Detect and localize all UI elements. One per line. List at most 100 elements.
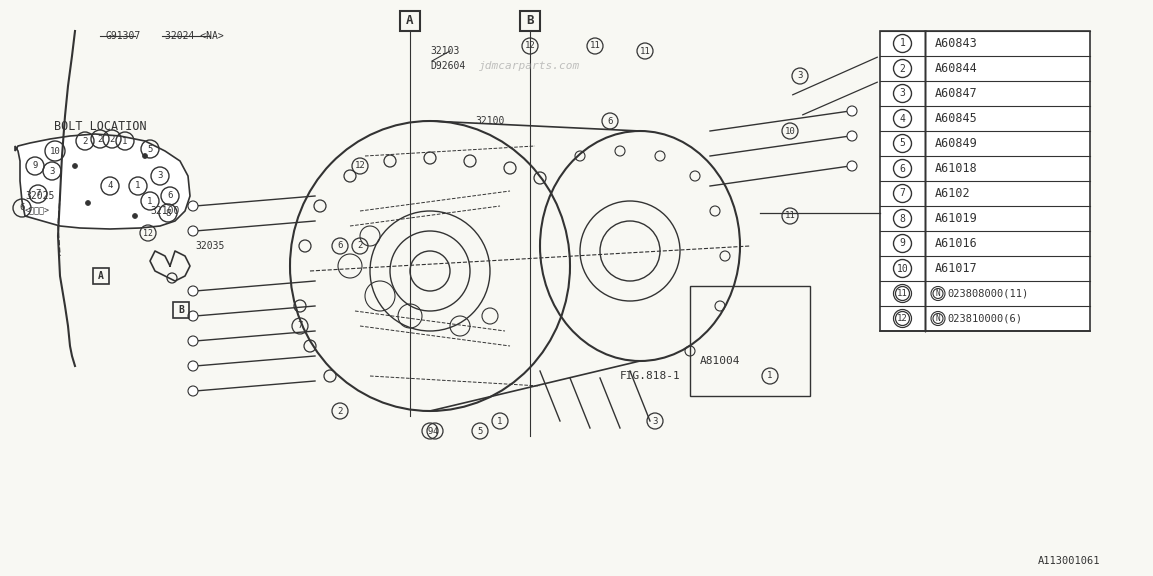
Text: 1: 1 <box>148 196 152 206</box>
Text: 1: 1 <box>122 137 128 146</box>
Text: 6: 6 <box>20 203 24 213</box>
Bar <box>520 11 540 31</box>
Text: A: A <box>98 271 104 281</box>
Text: A60847: A60847 <box>935 87 978 100</box>
Text: 3: 3 <box>50 166 54 176</box>
Text: 2: 2 <box>899 63 905 74</box>
Text: 12: 12 <box>525 41 535 51</box>
Circle shape <box>143 153 148 158</box>
Circle shape <box>188 226 198 236</box>
Text: 32103: 32103 <box>430 46 459 56</box>
Text: 11: 11 <box>785 211 796 221</box>
Text: 9: 9 <box>428 426 432 435</box>
Text: BOLT LOCATION: BOLT LOCATION <box>54 119 146 132</box>
Text: B: B <box>178 305 184 315</box>
Text: A81004: A81004 <box>700 356 740 366</box>
Text: 5: 5 <box>477 426 483 435</box>
Text: 8: 8 <box>899 214 905 223</box>
Text: 7: 7 <box>297 321 303 331</box>
Text: 3: 3 <box>157 172 163 180</box>
Text: 023810000(6): 023810000(6) <box>947 313 1022 324</box>
Text: 11: 11 <box>640 47 650 55</box>
Text: 6: 6 <box>608 116 612 126</box>
Text: 32024 <NA>: 32024 <NA> <box>165 31 224 41</box>
Text: 2: 2 <box>338 407 342 415</box>
Circle shape <box>188 201 198 211</box>
Text: 4: 4 <box>899 113 905 123</box>
Text: N: N <box>936 314 941 323</box>
Circle shape <box>188 286 198 296</box>
Text: FIG.818-1: FIG.818-1 <box>620 371 680 381</box>
Text: A61016: A61016 <box>935 237 978 250</box>
Polygon shape <box>15 134 190 229</box>
Text: 32100: 32100 <box>150 206 180 216</box>
Text: 2: 2 <box>357 241 363 251</box>
Circle shape <box>188 336 198 346</box>
Text: 6: 6 <box>899 164 905 173</box>
Text: B: B <box>526 14 534 28</box>
Text: 1: 1 <box>135 181 141 191</box>
Text: A61018: A61018 <box>935 162 978 175</box>
Text: 1: 1 <box>497 416 503 426</box>
Text: 6: 6 <box>338 241 342 251</box>
Text: G91307: G91307 <box>105 31 141 41</box>
Text: 32100: 32100 <box>475 116 505 126</box>
Bar <box>880 31 1090 331</box>
Text: 1: 1 <box>767 372 773 381</box>
Text: 2: 2 <box>110 135 114 143</box>
Text: D92604: D92604 <box>430 61 466 71</box>
Bar <box>173 302 189 318</box>
Text: 3: 3 <box>653 416 657 426</box>
Text: 9: 9 <box>899 238 905 248</box>
Circle shape <box>73 164 77 169</box>
Text: 10: 10 <box>50 146 60 156</box>
Bar <box>689 286 811 396</box>
Circle shape <box>133 214 137 218</box>
Text: 9: 9 <box>32 161 38 170</box>
Circle shape <box>847 161 857 171</box>
Text: 2: 2 <box>97 135 103 143</box>
Text: 12: 12 <box>897 314 907 323</box>
Text: 4: 4 <box>432 426 438 435</box>
Text: 2: 2 <box>82 137 88 146</box>
Text: 5: 5 <box>899 138 905 149</box>
Text: 8: 8 <box>165 209 171 218</box>
Text: jdmcarparts.com: jdmcarparts.com <box>480 61 581 71</box>
Text: A60844: A60844 <box>935 62 978 75</box>
Text: 10: 10 <box>785 127 796 135</box>
Text: 12: 12 <box>143 229 153 237</box>
Text: 12: 12 <box>355 161 366 170</box>
Text: A60849: A60849 <box>935 137 978 150</box>
Text: A6102: A6102 <box>935 187 971 200</box>
Circle shape <box>847 106 857 116</box>
Bar <box>93 268 110 284</box>
Text: 1: 1 <box>899 39 905 48</box>
Text: 6: 6 <box>167 191 173 200</box>
Text: <ターボ>: <ターボ> <box>25 207 50 215</box>
Text: 32035: 32035 <box>195 241 225 251</box>
Text: A: A <box>406 14 414 28</box>
Text: 3: 3 <box>798 71 802 81</box>
Text: 11: 11 <box>897 289 907 298</box>
Text: A61017: A61017 <box>935 262 978 275</box>
Circle shape <box>188 361 198 371</box>
Text: A61019: A61019 <box>935 212 978 225</box>
Text: A60845: A60845 <box>935 112 978 125</box>
Text: 4: 4 <box>107 181 113 191</box>
Text: N: N <box>936 289 941 298</box>
Circle shape <box>188 386 198 396</box>
Text: 32025: 32025 <box>25 191 54 201</box>
Text: A60843: A60843 <box>935 37 978 50</box>
Text: 5: 5 <box>148 145 152 153</box>
Circle shape <box>847 131 857 141</box>
Text: 023808000(11): 023808000(11) <box>947 289 1028 298</box>
Text: 11: 11 <box>589 41 601 51</box>
Text: 3: 3 <box>899 89 905 98</box>
Text: A113001061: A113001061 <box>1038 556 1100 566</box>
Circle shape <box>85 200 90 206</box>
Text: 10: 10 <box>897 263 909 274</box>
Circle shape <box>188 311 198 321</box>
Text: 7: 7 <box>899 188 905 199</box>
Bar <box>400 11 420 31</box>
Text: 7: 7 <box>36 190 40 199</box>
